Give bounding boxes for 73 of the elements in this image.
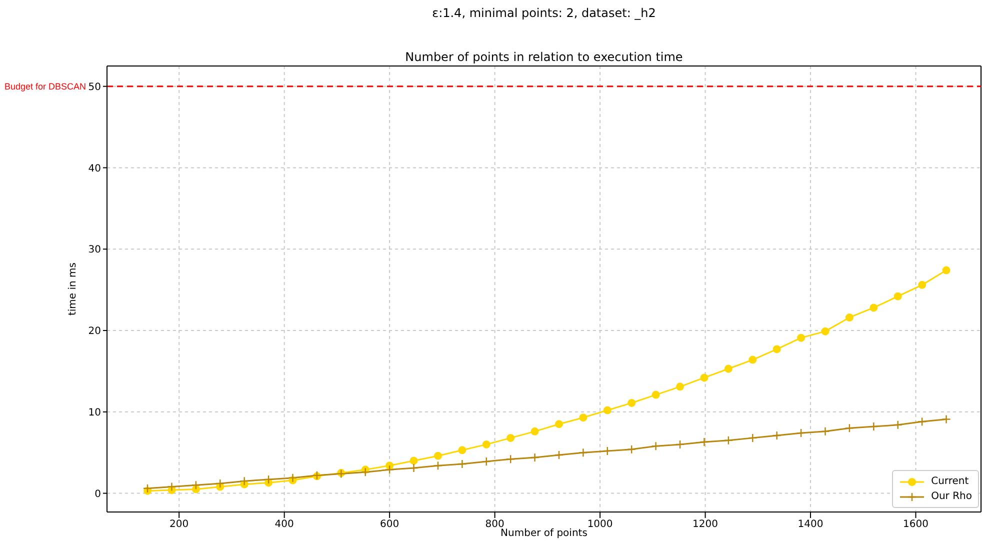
point [216, 478, 225, 488]
point [603, 406, 612, 414]
point [530, 427, 539, 436]
point [772, 345, 781, 354]
x-tick-label: 600 [380, 519, 400, 530]
point [578, 448, 588, 458]
y-tick-label: 30 [88, 244, 101, 256]
point [482, 440, 490, 448]
chart-title: Number of points in relation to execution time [404, 50, 684, 64]
point [167, 482, 176, 492]
point [724, 436, 734, 445]
point [192, 485, 200, 494]
y-axis-title: time in ms [68, 262, 79, 316]
point [627, 444, 636, 454]
point [433, 461, 443, 470]
point [724, 364, 732, 373]
point [458, 446, 466, 454]
x-tick-label: 1600 [903, 519, 928, 530]
point [384, 465, 394, 474]
point [893, 420, 902, 430]
point [628, 398, 636, 407]
point [821, 327, 830, 336]
point [700, 437, 709, 447]
point [458, 459, 467, 469]
point [797, 334, 806, 342]
point [844, 424, 854, 433]
point [748, 433, 758, 443]
point [554, 420, 563, 428]
y-tick-label: 20 [88, 326, 101, 338]
point [917, 417, 927, 426]
y-tick-label: 10 [88, 407, 101, 418]
point [796, 428, 806, 438]
point [288, 473, 298, 482]
point [386, 462, 394, 470]
point [700, 374, 708, 382]
point [651, 441, 660, 451]
point [434, 452, 442, 460]
point [942, 414, 951, 424]
point [506, 454, 516, 464]
point [410, 456, 418, 465]
point [506, 434, 515, 442]
point [870, 304, 878, 312]
point [191, 480, 201, 490]
x-tick-label: 400 [274, 519, 294, 530]
point [554, 450, 564, 460]
point [360, 468, 370, 477]
x-tick-label: 1000 [587, 519, 613, 530]
chart-subtitle: ε:1.4, minimal points: 2, dataset: _h2 [431, 6, 657, 20]
x-axis-title: Number of points [500, 528, 588, 539]
x-tick-label: 1200 [692, 519, 718, 530]
y-tick-label: 50 [88, 82, 101, 93]
point [530, 452, 540, 462]
point [240, 476, 249, 486]
x-tick-label: 1400 [798, 519, 824, 530]
y-tick-label: 0 [94, 488, 101, 500]
point [482, 456, 491, 466]
point [579, 414, 588, 422]
point [676, 382, 684, 391]
legend-label: Current [931, 476, 969, 487]
point [820, 426, 830, 436]
point [675, 440, 685, 450]
point [748, 356, 757, 364]
point [772, 430, 782, 440]
point [652, 390, 660, 399]
legend-label: Our Rho [931, 491, 972, 502]
x-tick-label: 200 [170, 519, 189, 530]
point [918, 280, 926, 289]
point [894, 292, 902, 300]
point [942, 266, 950, 274]
ref-line-label: Budget for DBSCAN [4, 82, 86, 92]
point [142, 484, 152, 493]
y-tick-label: 40 [88, 163, 101, 174]
point [845, 313, 854, 322]
